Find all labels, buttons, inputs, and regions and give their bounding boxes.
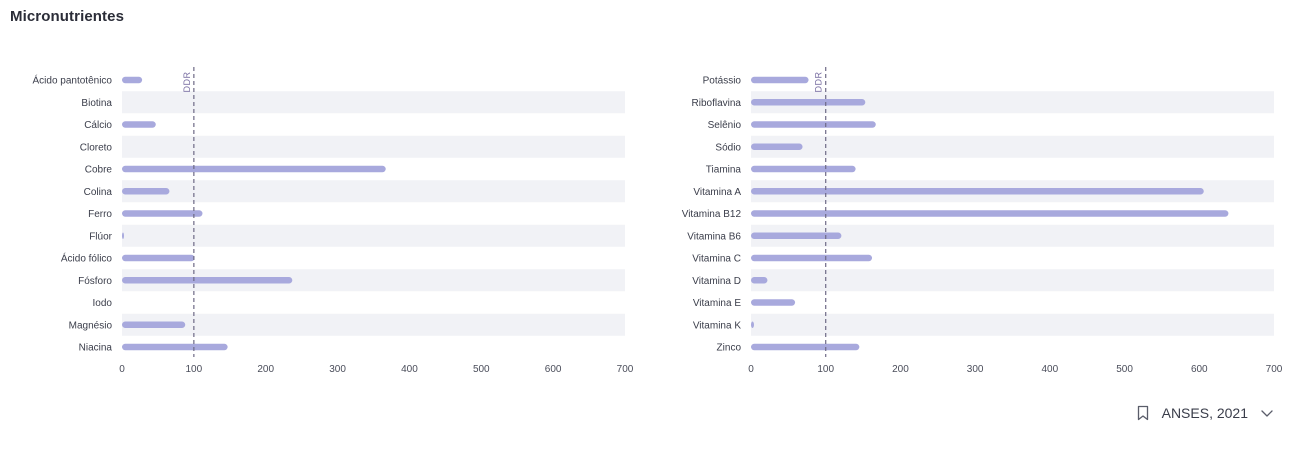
x-tick-label: 200 <box>892 364 909 375</box>
bar[interactable] <box>751 321 754 329</box>
category-label: Potássio <box>703 76 742 87</box>
category-label: Biotina <box>81 98 112 109</box>
bookmark-icon <box>1134 404 1152 422</box>
bar[interactable] <box>122 76 143 84</box>
x-tick-label: 200 <box>257 364 274 375</box>
category-label: Cloreto <box>80 142 113 153</box>
category-label: Vitamina B6 <box>687 231 741 242</box>
row-band <box>122 224 625 247</box>
bar[interactable] <box>751 232 842 240</box>
chevron-down-icon[interactable] <box>1258 404 1276 422</box>
category-label: Vitamina B12 <box>682 209 742 220</box>
bar[interactable] <box>751 165 856 173</box>
row-band <box>122 135 625 158</box>
x-tick-label: 100 <box>186 364 203 375</box>
reference-label: DDR <box>814 72 824 93</box>
bar[interactable] <box>751 277 768 284</box>
x-tick-label: 600 <box>1191 364 1208 375</box>
category-label: Magnésio <box>69 320 113 331</box>
bar[interactable] <box>122 254 195 262</box>
category-label: Selênio <box>708 120 742 131</box>
bar[interactable] <box>122 321 186 329</box>
row-band <box>122 269 625 292</box>
category-label: Niacina <box>79 343 113 354</box>
bar[interactable] <box>122 121 156 128</box>
bar[interactable] <box>751 299 796 306</box>
x-tick-label: 500 <box>1116 364 1133 375</box>
bar[interactable] <box>751 99 866 106</box>
x-tick-label: 600 <box>545 364 562 375</box>
category-label: Cobre <box>85 165 113 176</box>
bar[interactable] <box>751 254 873 262</box>
bar[interactable] <box>122 165 386 173</box>
category-label: Colina <box>84 187 113 198</box>
row-band <box>751 313 1274 336</box>
x-tick-label: 500 <box>473 364 490 375</box>
bar[interactable] <box>751 343 860 351</box>
row-band <box>751 224 1274 247</box>
reference-label: DDR <box>182 72 192 93</box>
bar[interactable] <box>751 210 1229 217</box>
bar[interactable] <box>751 76 809 84</box>
source-selector[interactable]: ANSES, 2021 <box>1134 404 1276 422</box>
bar[interactable] <box>122 343 228 351</box>
x-tick-label: 400 <box>401 364 418 375</box>
bar[interactable] <box>122 210 203 217</box>
category-label: Vitamina E <box>693 298 742 309</box>
x-tick-label: 100 <box>817 364 834 375</box>
category-label: Vitamina D <box>692 276 741 287</box>
bar[interactable] <box>751 121 876 128</box>
category-label: Fósforo <box>78 276 112 287</box>
category-label: Ácido pantotênico <box>32 74 112 87</box>
category-label: Iodo <box>93 298 113 309</box>
bar[interactable] <box>122 232 124 240</box>
category-label: Zinco <box>717 343 742 354</box>
x-tick-label: 700 <box>617 364 634 375</box>
source-label[interactable]: ANSES, 2021 <box>1161 405 1248 421</box>
x-tick-label: 0 <box>748 364 754 375</box>
category-label: Ácido fólico <box>61 252 113 265</box>
page-title: Micronutrientes <box>10 8 125 25</box>
category-label: Flúor <box>89 231 112 242</box>
category-label: Cálcio <box>84 120 112 131</box>
category-label: Vitamina C <box>692 254 741 265</box>
category-label: Vitamina K <box>693 320 742 331</box>
bar[interactable] <box>122 277 293 284</box>
category-label: Riboflavina <box>692 98 742 109</box>
category-label: Vitamina A <box>693 187 741 198</box>
bar[interactable] <box>122 188 170 195</box>
row-band <box>122 313 625 336</box>
bar[interactable] <box>751 143 803 151</box>
x-tick-label: 400 <box>1042 364 1059 375</box>
x-tick-label: 300 <box>329 364 346 375</box>
row-band <box>122 91 625 114</box>
bar[interactable] <box>751 188 1204 195</box>
category-label: Tiamina <box>706 165 742 176</box>
row-band <box>751 269 1274 292</box>
x-tick-label: 0 <box>119 364 125 375</box>
category-label: Ferro <box>88 209 112 220</box>
row-band <box>751 135 1274 158</box>
x-tick-label: 700 <box>1266 364 1283 375</box>
category-label: Sódio <box>715 142 741 153</box>
row-band <box>122 180 625 203</box>
row-band <box>751 91 1274 114</box>
x-tick-label: 300 <box>967 364 984 375</box>
